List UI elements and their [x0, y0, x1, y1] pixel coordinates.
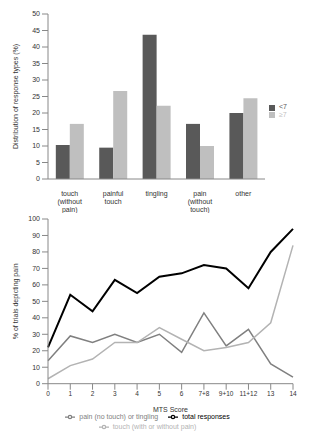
svg-text:70: 70	[32, 265, 40, 272]
svg-text:60: 60	[32, 281, 40, 288]
svg-text:80: 80	[32, 248, 40, 255]
svg-text:45: 45	[32, 27, 40, 34]
svg-text:9+10: 9+10	[219, 390, 234, 397]
svg-text:painfultouch: painfultouch	[103, 190, 124, 205]
svg-text:6: 6	[180, 390, 184, 397]
svg-text:10: 10	[32, 142, 40, 149]
html-text:<7: <7	[279, 103, 287, 111]
svg-text:40: 40	[32, 43, 40, 50]
svg-text:% of trials depicting pain: % of trials depicting pain	[12, 263, 20, 339]
svg-text:MTS Score: MTS Score	[153, 406, 188, 413]
html-text:total responses: total responses	[182, 412, 230, 420]
svg-text:5: 5	[36, 159, 40, 166]
svg-text:40: 40	[32, 314, 40, 321]
svg-text:30: 30	[32, 331, 40, 338]
html-text:≥7: ≥7	[279, 110, 287, 118]
svg-text:15: 15	[32, 126, 40, 133]
svg-text:4: 4	[135, 390, 139, 397]
svg-text:other: other	[235, 190, 252, 197]
svg-text:0: 0	[36, 175, 40, 182]
svg-text:7+8: 7+8	[198, 390, 209, 397]
svg-text:Distribution of response types: Distribution of response types (%)	[12, 44, 20, 149]
svg-text:50: 50	[32, 10, 40, 17]
svg-text:90: 90	[32, 232, 40, 239]
svg-text:13: 13	[267, 390, 275, 397]
svg-text:10: 10	[32, 364, 40, 371]
svg-text:pain(withouttouch): pain(withouttouch)	[188, 190, 213, 213]
svg-text:20: 20	[32, 109, 40, 116]
svg-text:35: 35	[32, 60, 40, 67]
svg-text:25: 25	[32, 93, 40, 100]
svg-text:11+12: 11+12	[240, 390, 258, 397]
svg-text:20: 20	[32, 347, 40, 354]
svg-text:5: 5	[158, 390, 162, 397]
html-text:pain (no touch) or tingling: pain (no touch) or tingling	[79, 412, 159, 420]
svg-text:2: 2	[91, 390, 95, 397]
svg-text:1: 1	[68, 390, 72, 397]
html-text:touch (with or without pain): touch (with or without pain)	[112, 422, 197, 430]
svg-text:50: 50	[32, 298, 40, 305]
svg-text:30: 30	[32, 76, 40, 83]
svg-text:0: 0	[36, 380, 40, 387]
svg-text:0: 0	[46, 390, 50, 397]
svg-text:3: 3	[113, 390, 117, 397]
svg-text:touch(withoutpain): touch(withoutpain)	[57, 190, 82, 213]
svg-text:14: 14	[289, 390, 297, 397]
svg-text:tingling: tingling	[145, 190, 167, 198]
svg-text:100: 100	[28, 215, 40, 222]
